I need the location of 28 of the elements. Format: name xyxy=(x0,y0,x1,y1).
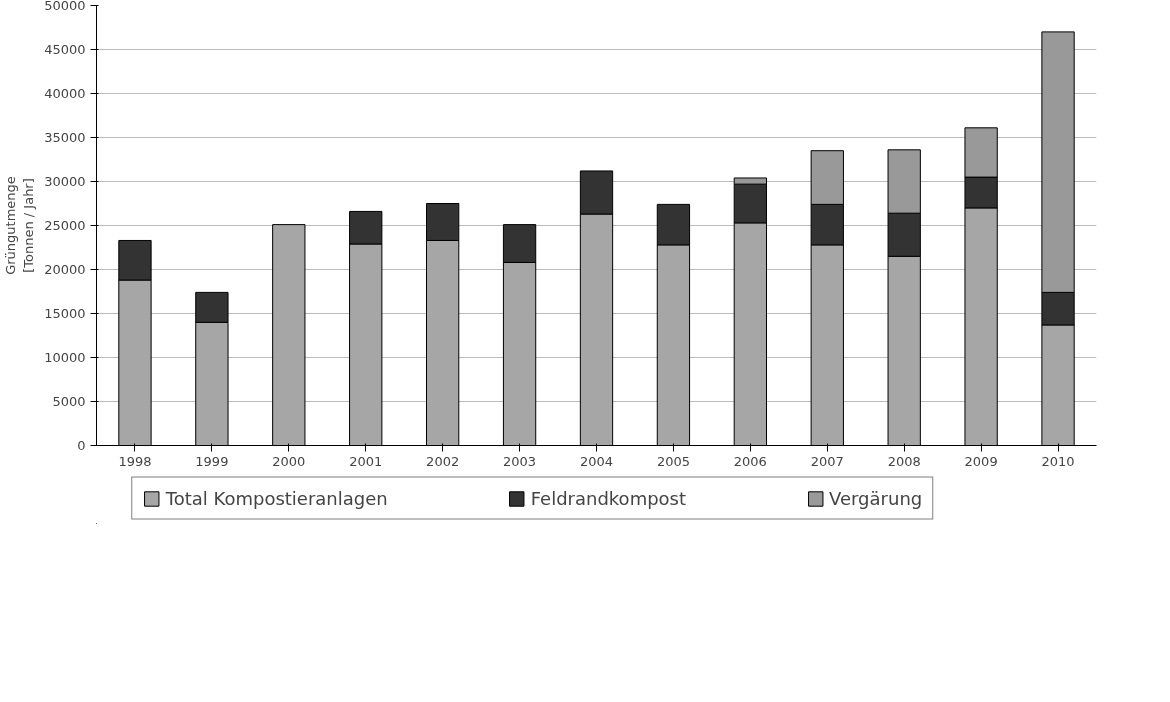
x-tick-label: 2006 xyxy=(733,453,767,469)
y-tick-label: 35000 xyxy=(44,130,86,145)
x-tick-label: 2009 xyxy=(964,453,998,469)
y-tick-label: 25000 xyxy=(44,218,86,233)
y-tick-label: 20000 xyxy=(44,262,86,277)
x-tick-label: 2010 xyxy=(1041,453,1075,469)
x-tick-label: 2002 xyxy=(426,453,460,469)
x-tick-label: 2001 xyxy=(349,453,383,469)
legend-label: Vergärung xyxy=(829,487,923,509)
y-tick-label: 30000 xyxy=(44,174,86,189)
x-tick-label: 1999 xyxy=(195,453,229,469)
legend-label: Total Kompostieranlagen xyxy=(165,487,388,509)
y-tick-label: 50000 xyxy=(44,0,86,13)
y-tick-label: 10000 xyxy=(44,350,86,365)
y-tick-label: 40000 xyxy=(44,86,86,101)
y-tick-label: 15000 xyxy=(44,306,86,321)
y-tick-label: 0 xyxy=(77,438,86,453)
x-tick-label: 2003 xyxy=(503,453,537,469)
y-tick-label: 45000 xyxy=(44,42,86,57)
x-tick-label: 2007 xyxy=(810,453,844,469)
y-axis-title: Grüngutmenge [Tonnen / Jahr] xyxy=(3,176,37,275)
legend-label: Feldrandkompost xyxy=(530,487,687,509)
x-tick-label: 2008 xyxy=(887,453,921,469)
x-tick-label: 2004 xyxy=(579,453,614,469)
x-tick-label: 1998 xyxy=(118,453,152,469)
x-tick-label: 2005 xyxy=(656,453,690,469)
x-tick-label: 2000 xyxy=(272,453,306,469)
y-tick-label: 5000 xyxy=(52,394,86,409)
